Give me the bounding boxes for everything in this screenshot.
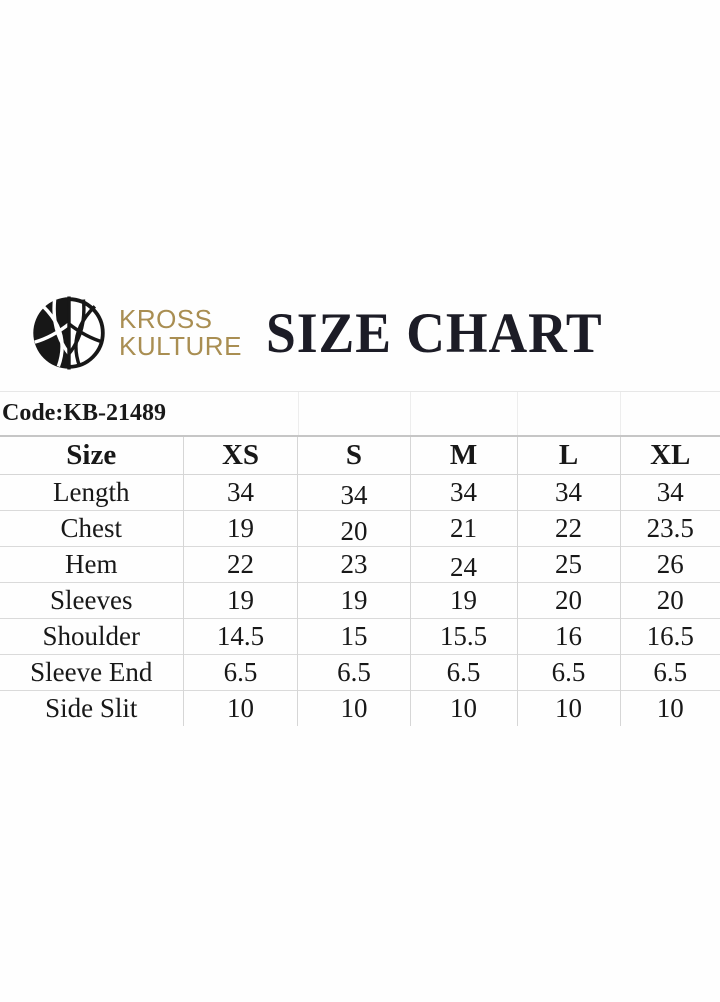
cell-value: 20 <box>297 513 411 549</box>
cell-value: 6.5 <box>297 654 411 690</box>
cell-value: 22 <box>182 546 298 582</box>
cell-value: 20 <box>516 582 621 618</box>
row-label: Chest <box>60 512 123 543</box>
cell-value: 19 <box>409 582 517 618</box>
row-label: Hem <box>65 548 118 579</box>
table-row-chest: Chest 19 20 21 22 23.5 <box>0 510 720 549</box>
column-header-size: Size <box>66 438 117 471</box>
cell-value: 10 <box>409 690 517 726</box>
brand-line-2: KULTURE <box>119 331 242 361</box>
brand-header: KROSS KULTURE SIZE CHART <box>0 0 720 372</box>
code-row-spacer <box>517 392 620 435</box>
code-row-spacer <box>620 392 720 435</box>
cell-value: 15 <box>297 618 411 654</box>
size-table-header-row: Size XS S M L XL <box>0 436 720 474</box>
row-label: Sleeve End <box>30 656 153 687</box>
table-row-length: Length 34 34 34 34 34 <box>0 474 720 513</box>
cell-value: 6.5 <box>182 654 298 690</box>
cell-value: 34 <box>516 474 621 510</box>
column-header-m: M <box>409 436 517 474</box>
cell-value: 16.5 <box>619 618 720 654</box>
cell-value: 15.5 <box>409 618 517 654</box>
product-code-row: Code:KB-21489 <box>0 391 720 435</box>
brand-wordmark: KROSS KULTURE <box>119 306 242 360</box>
cell-value: 23 <box>297 546 411 582</box>
cell-value: 34 <box>182 474 298 510</box>
cell-value: 10 <box>619 690 720 726</box>
cell-value: 34 <box>409 474 517 510</box>
page-title: SIZE CHART <box>265 301 603 365</box>
cell-value: 14.5 <box>182 618 298 654</box>
column-header-xs: XS <box>182 436 298 474</box>
cell-value: 6.5 <box>516 654 621 690</box>
cell-value: 24 <box>409 549 517 585</box>
cell-value: 10 <box>297 690 411 726</box>
column-header-l: L <box>516 436 621 474</box>
cell-value: 10 <box>182 690 298 726</box>
column-header-s: S <box>297 436 411 474</box>
code-row-spacer <box>297 392 410 435</box>
table-row-sleeves: Sleeves 19 19 19 20 20 <box>0 582 720 618</box>
cell-value: 22 <box>516 510 621 546</box>
table-row-side-slit: Side Slit 10 10 10 10 10 <box>0 690 720 726</box>
code-row-spacer <box>410 392 517 435</box>
cell-value: 25 <box>516 546 621 582</box>
cell-value: 34 <box>619 474 720 510</box>
size-chart-table: Size XS S M L XL Length 34 34 34 34 34 C… <box>0 435 720 726</box>
cell-value: 10 <box>516 690 621 726</box>
cell-value: 34 <box>297 477 411 513</box>
row-label: Shoulder <box>42 620 141 651</box>
table-row-shoulder: Shoulder 14.5 15 15.5 16 16.5 <box>0 618 720 654</box>
brand-line-1: KROSS <box>119 304 213 334</box>
column-header-xl: XL <box>619 436 720 474</box>
cell-value: 6.5 <box>409 654 517 690</box>
row-label: Sleeves <box>50 584 133 615</box>
cell-value: 20 <box>619 582 720 618</box>
brand-globe-icon <box>28 295 110 371</box>
table-row-hem: Hem 22 23 24 25 26 <box>0 546 720 585</box>
row-label: Side Slit <box>45 692 138 723</box>
cell-value: 26 <box>619 546 720 582</box>
cell-value: 19 <box>297 582 411 618</box>
cell-value: 6.5 <box>619 654 720 690</box>
table-row-sleeve-end: Sleeve End 6.5 6.5 6.5 6.5 6.5 <box>0 654 720 690</box>
product-code: Code:KB-21489 <box>2 400 166 426</box>
cell-value: 23.5 <box>619 510 720 546</box>
cell-value: 19 <box>182 510 298 546</box>
row-label: Length <box>53 476 130 507</box>
cell-value: 16 <box>516 618 621 654</box>
cell-value: 21 <box>409 510 517 546</box>
cell-value: 19 <box>182 582 298 618</box>
